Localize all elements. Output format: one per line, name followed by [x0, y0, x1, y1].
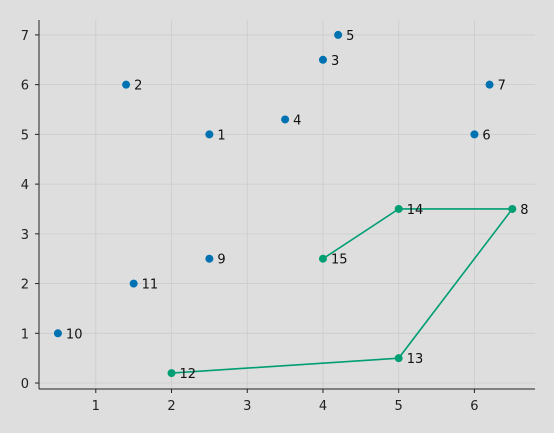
- point-12: [167, 369, 176, 378]
- point-3: [318, 55, 327, 64]
- point-label-10: 10: [66, 327, 83, 342]
- x-tick-label-4: 4: [319, 399, 327, 414]
- y-tick-label-7: 7: [21, 29, 29, 44]
- point-9: [205, 254, 214, 263]
- point-11: [129, 279, 138, 288]
- point-label-8: 8: [520, 203, 528, 218]
- point-label-9: 9: [217, 253, 225, 268]
- point-2: [122, 80, 131, 89]
- y-tick-label-5: 5: [21, 128, 29, 143]
- point-4: [281, 115, 290, 124]
- point-series: [53, 30, 517, 378]
- y-tick-label-2: 2: [21, 278, 29, 293]
- point-label-2: 2: [134, 79, 142, 94]
- point-7: [485, 80, 494, 89]
- y-tick-label-1: 1: [21, 327, 29, 342]
- point-label-3: 3: [331, 54, 339, 69]
- point-8: [508, 204, 517, 213]
- point-label-1: 1: [217, 128, 225, 143]
- y-tick-label-0: 0: [21, 377, 29, 392]
- grid-lines: [39, 20, 535, 389]
- point-label-13: 13: [407, 352, 424, 367]
- point-13: [394, 354, 403, 363]
- point-label-6: 6: [482, 128, 490, 143]
- point-label-12: 12: [180, 367, 197, 382]
- x-tick-label-3: 3: [243, 399, 251, 414]
- point-10: [53, 329, 62, 338]
- x-tick-label-5: 5: [395, 399, 403, 414]
- point-14: [394, 204, 403, 213]
- point-label-7: 7: [498, 79, 506, 94]
- point-label-15: 15: [331, 253, 348, 268]
- axes: [38, 20, 535, 390]
- point-label-11: 11: [142, 278, 159, 293]
- point-label-5: 5: [346, 29, 354, 44]
- y-tick-label-4: 4: [21, 178, 29, 193]
- y-tick-label-3: 3: [21, 228, 29, 243]
- x-tick-label-6: 6: [470, 399, 478, 414]
- x-tick-label-1: 1: [92, 399, 100, 414]
- x-tick-label-2: 2: [167, 399, 175, 414]
- point-1: [205, 130, 214, 139]
- point-15: [318, 254, 327, 263]
- point-label-4: 4: [293, 113, 301, 128]
- point-5: [334, 30, 343, 39]
- point-6: [470, 130, 479, 139]
- y-tick-label-6: 6: [21, 79, 29, 94]
- point-label-14: 14: [407, 203, 424, 218]
